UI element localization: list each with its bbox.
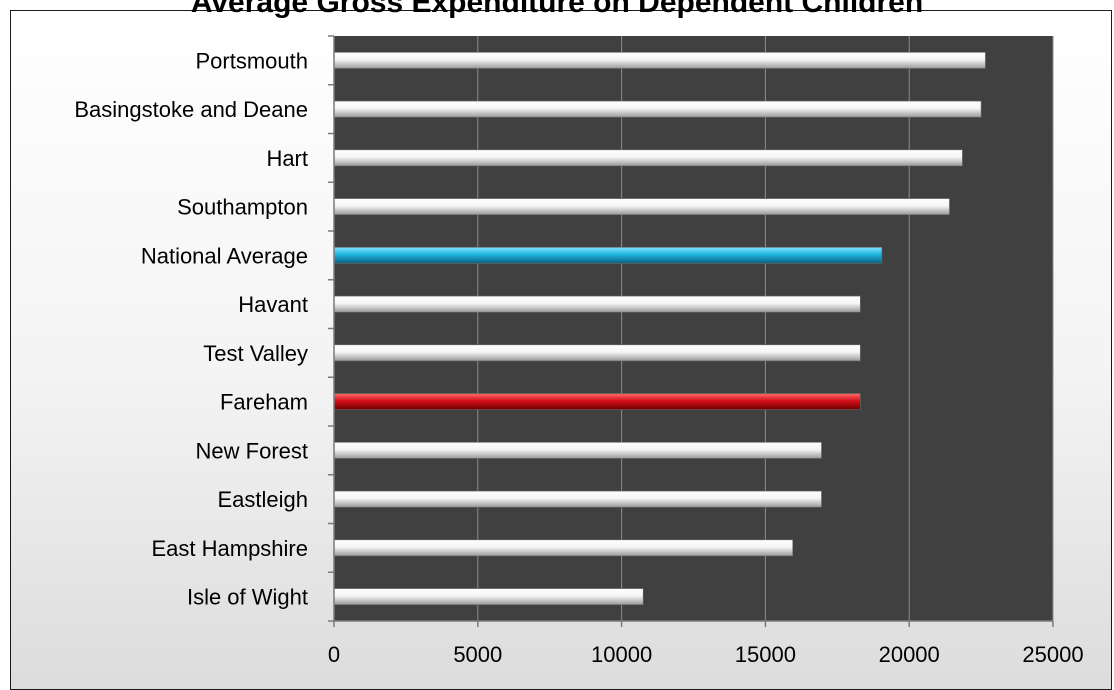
category-label: Eastleigh: [217, 487, 308, 512]
x-tick-label: 20000: [879, 642, 940, 667]
bars: [333, 52, 986, 605]
axes: [328, 35, 1054, 627]
category-label: Southampton: [177, 195, 308, 220]
bar: [333, 539, 794, 557]
category-label: Havant: [238, 292, 308, 317]
category-label: Test Valley: [203, 341, 308, 366]
chart-title: Average Gross Expenditure on Dependent C…: [190, 0, 924, 19]
bar: [333, 149, 963, 167]
category-label: National Average: [141, 243, 308, 268]
category-labels: Portsmouth Basingstoke and Deane Hart South…: [74, 48, 308, 609]
bar: [333, 295, 861, 313]
bar: [333, 100, 982, 118]
gridlines: [477, 36, 1054, 621]
x-tick-label: 25000: [1022, 642, 1083, 667]
category-label: Hart: [266, 146, 308, 171]
bar: [333, 344, 861, 362]
x-tick-label: 0: [328, 642, 340, 667]
x-tick-labels: 0 5000 10000 15000 20000 25000: [328, 642, 1084, 667]
category-label: Fareham: [220, 390, 308, 415]
bar: [333, 588, 644, 605]
plot-area: [334, 36, 1053, 621]
category-label: East Hampshire: [151, 536, 308, 561]
category-label: Isle of Wight: [187, 585, 308, 610]
bar: [333, 393, 861, 410]
category-label: New Forest: [196, 438, 308, 463]
bar: [333, 52, 986, 69]
x-tick-label: 15000: [735, 642, 796, 667]
x-tick-label: 10000: [591, 642, 652, 667]
bar: [333, 247, 883, 264]
category-label: Basingstoke and Deane: [74, 97, 308, 122]
bar: [333, 198, 950, 215]
bar: [333, 490, 822, 508]
bar: [333, 442, 822, 459]
x-tick-label: 5000: [453, 642, 502, 667]
category-label: Portsmouth: [196, 48, 309, 73]
